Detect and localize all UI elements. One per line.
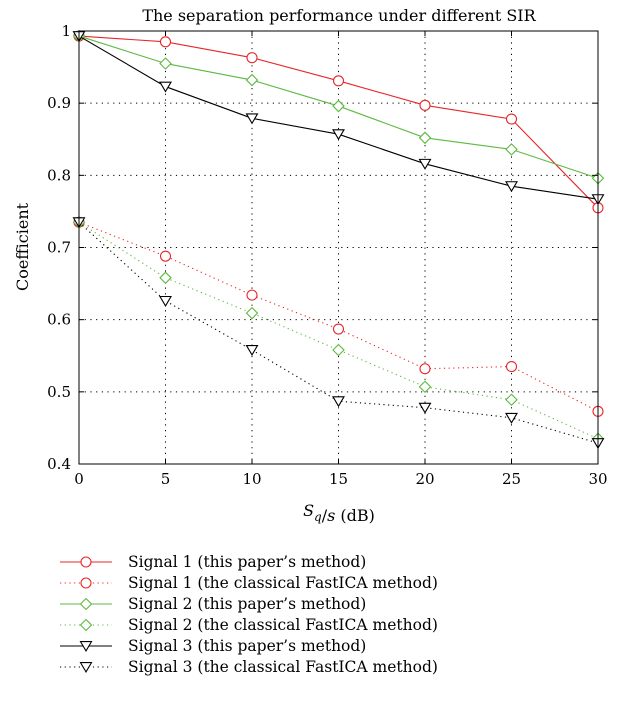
legend-label: Signal 2 (this paper’s method) (128, 595, 366, 613)
data-point (418, 131, 432, 145)
legend-item: Signal 3 (this paper’s method) (60, 637, 366, 655)
series-layer (72, 29, 605, 450)
legend-label: Signal 1 (this paper’s method) (128, 553, 366, 571)
legend-marker (79, 662, 93, 674)
x-tick-label: 15 (329, 470, 348, 488)
legend-marker (80, 556, 92, 568)
legend-marker (79, 618, 93, 632)
data-point (505, 361, 518, 373)
legend-marker (79, 641, 93, 653)
data-point (505, 181, 518, 193)
legend-marker (79, 597, 93, 611)
x-tick-label: 0 (74, 470, 84, 488)
data-point (419, 99, 431, 111)
data-point (505, 113, 518, 125)
series-line (78, 35, 599, 209)
data-point (159, 250, 172, 262)
x-tick-label: 20 (415, 470, 434, 488)
data-point (159, 81, 172, 93)
data-point (332, 343, 345, 357)
data-point (159, 271, 172, 285)
x-tick-label: 30 (588, 470, 607, 488)
legend: Signal 1 (this paper’s method) Signal 1 (… (60, 553, 438, 676)
y-tick-label: 0.7 (47, 239, 71, 257)
data-point (332, 396, 345, 408)
y-tick-label: 0.8 (47, 166, 71, 184)
chart-title: The separation performance under differe… (142, 6, 536, 25)
data-point (246, 52, 258, 64)
x-tick-label: 25 (502, 470, 521, 488)
y-tick-label: 0.5 (47, 383, 71, 401)
x-tick-label: 5 (161, 470, 171, 488)
data-point (159, 36, 172, 48)
data-point (245, 73, 259, 87)
legend-item: Signal 2 (this paper’s method) (60, 595, 366, 613)
legend-marker (80, 577, 92, 589)
data-point (332, 323, 345, 335)
axis-ticks: 0 5 10 15 20 25 30 0.4 0.5 0.6 0.7 0.8 0.9 1 (47, 22, 607, 488)
data-point (245, 306, 259, 320)
data-point (159, 295, 172, 307)
legend-item: Signal 3 (the classical FastICA method) (60, 658, 438, 676)
data-point (332, 99, 345, 113)
data-point (505, 393, 518, 407)
data-point (418, 402, 432, 414)
series-3 (72, 29, 605, 185)
legend-item: Signal 1 (the classical FastICA method) (60, 574, 438, 592)
grid-lines (79, 31, 598, 464)
y-tick-label: 1 (61, 22, 71, 40)
data-point (419, 363, 431, 375)
x-axis-label: Sq/s (dB) (303, 501, 375, 525)
y-tick-label: 0.6 (47, 311, 71, 329)
series-5 (72, 31, 605, 206)
data-point (245, 345, 259, 357)
data-point (418, 380, 432, 394)
data-point (332, 75, 345, 87)
y-axis-label: Coefficient (13, 202, 32, 291)
data-point (505, 412, 518, 424)
data-point (332, 129, 345, 141)
legend-label: Signal 3 (the classical FastICA method) (128, 658, 438, 676)
data-point (245, 113, 259, 125)
legend-label: Signal 3 (this paper’s method) (128, 637, 366, 655)
legend-item: Signal 1 (this paper’s method) (60, 553, 366, 571)
x-tick-label: 10 (242, 470, 261, 488)
legend-label: Signal 2 (the classical FastICA method) (128, 616, 438, 634)
legend-label: Signal 1 (the classical FastICA method) (128, 574, 438, 592)
data-point (418, 158, 432, 170)
y-tick-label: 0.9 (47, 94, 71, 112)
data-point (159, 57, 172, 70)
y-tick-label: 0.4 (47, 455, 71, 473)
data-point (246, 289, 258, 301)
legend-item: Signal 2 (the classical FastICA method) (60, 616, 438, 634)
data-point (505, 143, 518, 156)
